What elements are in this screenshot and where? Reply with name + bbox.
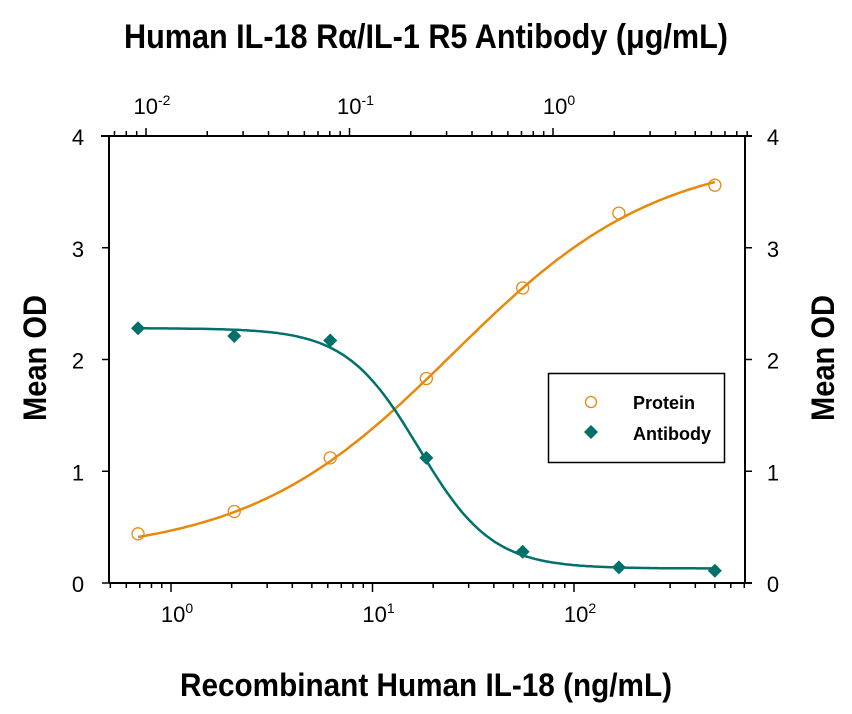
antibody-data-point	[611, 560, 626, 575]
right-axis-tick-labels: 0 1 2 3 4	[767, 125, 779, 597]
antibody-data-point	[131, 321, 146, 336]
legend: Protein Antibody	[547, 372, 726, 464]
protein-data-point	[227, 504, 241, 519]
tick-label: 10-1	[337, 92, 374, 119]
y-axis-title-left: Mean OD	[17, 295, 53, 421]
y-tick-label: 0	[72, 572, 84, 597]
protein-data-point	[131, 527, 145, 541]
tick-label: 100	[543, 92, 575, 119]
protein-data-point	[708, 178, 722, 192]
y-tick-label: 1	[767, 460, 779, 485]
protein-data-point	[323, 451, 337, 465]
top-axis-tick-labels: 10-2 10-1 100	[134, 92, 576, 119]
y-tick-label: 3	[72, 237, 84, 262]
y-axis-title-right: Mean OD	[805, 295, 841, 421]
antibody-data-point	[419, 450, 434, 465]
tick-label: 10-2	[134, 92, 171, 119]
antibody-data-point	[707, 563, 722, 578]
tick-label: 101	[362, 600, 394, 627]
protein-data-point	[515, 281, 530, 295]
y-tick-label: 2	[767, 349, 779, 374]
antibody-data-point	[515, 544, 530, 559]
open-circle-icon	[584, 395, 598, 409]
y-tick-label: 4	[767, 125, 779, 150]
protein-data-point	[612, 206, 626, 220]
tick-label: 102	[564, 600, 596, 627]
antibody-data-point	[227, 329, 242, 344]
legend-label-protein: Protein	[633, 393, 695, 413]
y-tick-label: 2	[72, 349, 84, 374]
left-axis-tick-labels: 0 1 2 3 4	[72, 125, 84, 597]
data-markers	[131, 178, 722, 578]
axis-ticks	[102, 128, 752, 592]
y-tick-label: 1	[72, 460, 84, 485]
filled-diamond-icon	[584, 425, 598, 439]
y-tick-label: 3	[767, 237, 779, 262]
legend-label-antibody: Antibody	[633, 424, 711, 444]
y-tick-label: 4	[72, 125, 84, 150]
tick-label: 100	[161, 600, 193, 627]
y-tick-label: 0	[767, 572, 779, 597]
protein-fit-curve	[137, 180, 716, 539]
legend-box	[547, 372, 726, 464]
bottom-axis-tick-labels: 100 101 102	[161, 600, 596, 627]
protein-data-point	[419, 371, 433, 386]
x-axis-title: Recombinant Human IL-18 (ng/mL)	[180, 667, 672, 703]
chart-title: Human IL-18 Rα/IL-1 R5 Antibody (μg/mL)	[124, 18, 728, 56]
antibody-data-point	[323, 333, 338, 348]
